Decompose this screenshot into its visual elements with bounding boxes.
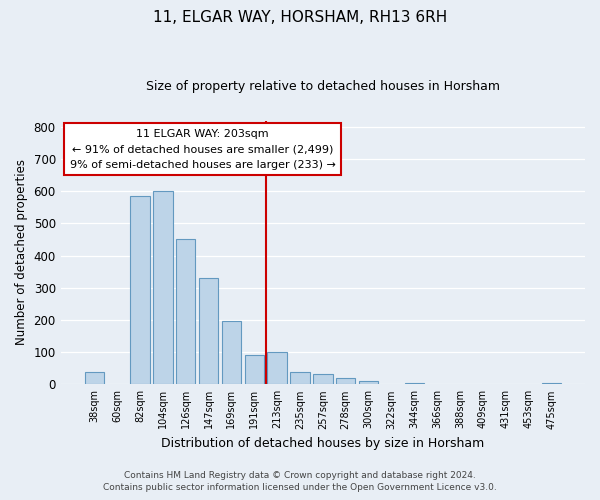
Bar [199, 278, 218, 384]
X-axis label: Distribution of detached houses by size in Horsham: Distribution of detached houses by size … [161, 437, 484, 450]
Bar [359, 381, 378, 384]
Bar [404, 382, 424, 384]
Bar [85, 372, 104, 384]
Text: Contains HM Land Registry data © Crown copyright and database right 2024.
Contai: Contains HM Land Registry data © Crown c… [103, 471, 497, 492]
Y-axis label: Number of detached properties: Number of detached properties [15, 160, 28, 346]
Bar [153, 192, 173, 384]
Text: 11 ELGAR WAY: 203sqm
← 91% of detached houses are smaller (2,499)
9% of semi-det: 11 ELGAR WAY: 203sqm ← 91% of detached h… [70, 128, 336, 170]
Bar [542, 382, 561, 384]
Bar [245, 356, 264, 384]
Title: Size of property relative to detached houses in Horsham: Size of property relative to detached ho… [146, 80, 500, 93]
Bar [130, 196, 149, 384]
Bar [336, 378, 355, 384]
Text: 11, ELGAR WAY, HORSHAM, RH13 6RH: 11, ELGAR WAY, HORSHAM, RH13 6RH [153, 10, 447, 25]
Bar [176, 239, 196, 384]
Bar [221, 322, 241, 384]
Bar [268, 352, 287, 384]
Bar [313, 374, 332, 384]
Bar [290, 372, 310, 384]
